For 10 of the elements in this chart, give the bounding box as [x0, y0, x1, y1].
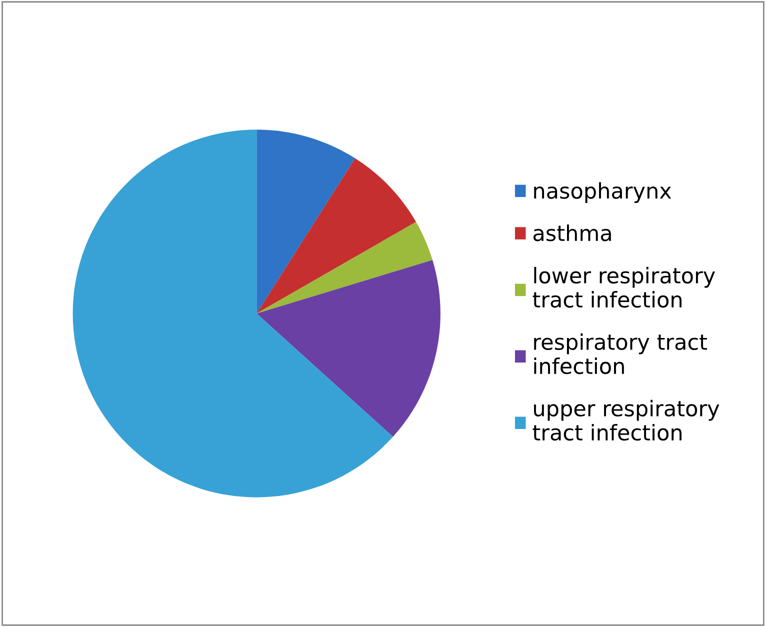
pie-slice — [256, 130, 356, 314]
pie-slice — [72, 130, 393, 498]
legend-label: lower respiratory tract infection — [532, 266, 715, 308]
legend-label: upper respiratory tract infection — [532, 400, 720, 441]
pie-slice — [256, 158, 416, 314]
pie-slice — [256, 260, 440, 437]
pie-slice — [256, 222, 432, 314]
legend-label: respiratory tract infection — [534, 333, 708, 374]
legend-label: nasopharynx — [534, 182, 672, 204]
legend-label: asthma — [533, 224, 611, 242]
